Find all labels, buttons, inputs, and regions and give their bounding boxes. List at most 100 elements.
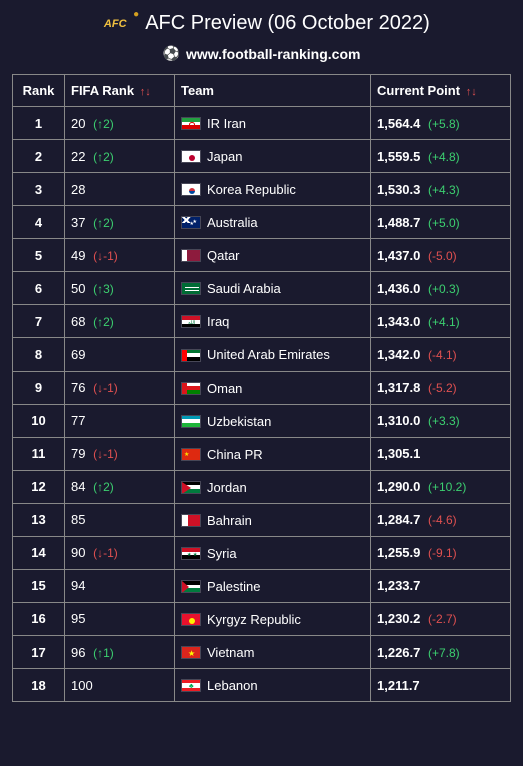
point-cell: 1,290.0 (+10.2) (371, 470, 511, 503)
team-name: Jordan (207, 480, 247, 495)
table-row[interactable]: 976 (↓-1)Oman1,317.8 (-5.2) (13, 371, 511, 404)
rank-cell: 2 (13, 140, 65, 173)
table-row[interactable]: 437 (↑2)★★Australia1,488.7 (+5.0) (13, 206, 511, 239)
table-row[interactable]: 1490 (↓-1)★ ★Syria1,255.9 (-9.1) (13, 536, 511, 569)
fifa-rank-cell: 85 (65, 503, 175, 536)
table-row[interactable]: 1077Uzbekistan1,310.0 (+3.3) (13, 404, 511, 437)
team-name: Qatar (207, 248, 240, 263)
team-cell: ★Vietnam (175, 636, 371, 669)
team-cell: Qatar (175, 239, 371, 272)
col-rank[interactable]: Rank (13, 75, 65, 107)
team-cell: Kyrgyz Republic (175, 602, 371, 635)
point-cell: 1,255.9 (-9.1) (371, 536, 511, 569)
team-name: Lebanon (207, 678, 258, 693)
point-cell: 1,230.2 (-2.7) (371, 602, 511, 635)
point-delta: (+5.8) (428, 117, 460, 131)
fifa-rank-cell: 94 (65, 569, 175, 602)
sort-icon[interactable]: ↑↓ (466, 86, 477, 98)
flag-icon: ★ (181, 646, 201, 659)
rank-cell: 15 (13, 569, 65, 602)
team-name: Oman (207, 381, 242, 396)
point-delta: (-5.2) (428, 381, 457, 395)
fifa-rank-cell: 37 (↑2) (65, 206, 175, 239)
team-cell: Korea Republic (175, 173, 371, 206)
team-cell: الله Iraq (175, 305, 371, 338)
rank-cell: 4 (13, 206, 65, 239)
point-cell: 1,317.8 (-5.2) (371, 371, 511, 404)
title-row: AFC AFC Preview (06 October 2022) (12, 12, 511, 35)
flag-icon (181, 150, 201, 163)
fifa-rank-cell: 76 (↓-1) (65, 371, 175, 404)
flag-icon (181, 282, 201, 295)
fifa-rank-cell: 49 (↓-1) (65, 239, 175, 272)
site-url[interactable]: www.football-ranking.com (186, 46, 361, 62)
point-cell: 1,310.0 (+3.3) (371, 404, 511, 437)
rank-delta: (↑2) (93, 480, 114, 494)
table-row[interactable]: 768 (↑2)اللهIraq1,343.0 (+4.1) (13, 305, 511, 338)
table-row[interactable]: 222 (↑2)Japan1,559.5 (+4.8) (13, 140, 511, 173)
rank-cell: 1 (13, 107, 65, 140)
table-row[interactable]: 1695Kyrgyz Republic1,230.2 (-2.7) (13, 602, 511, 635)
point-delta: (+10.2) (428, 480, 466, 494)
flag-icon: ♣ (181, 679, 201, 692)
flag-icon (181, 183, 201, 196)
team-name: Iraq (207, 314, 229, 329)
fifa-rank-cell: 22 (↑2) (65, 140, 175, 173)
col-team[interactable]: Team (175, 75, 371, 107)
table-row[interactable]: 650 (↑3)Saudi Arabia1,436.0 (+0.3) (13, 272, 511, 305)
point-delta: (-9.1) (428, 546, 457, 560)
rank-delta: (↓-1) (93, 381, 118, 395)
point-delta: (+7.8) (428, 646, 460, 660)
table-row[interactable]: 1284 (↑2)Jordan1,290.0 (+10.2) (13, 470, 511, 503)
point-cell: 1,305.1 (371, 437, 511, 470)
point-delta: (-4.6) (428, 513, 457, 527)
team-name: Syria (207, 546, 237, 561)
flag-icon: ★★ (181, 216, 201, 229)
table-row[interactable]: 328Korea Republic1,530.3 (+4.3) (13, 173, 511, 206)
point-delta: (+4.3) (428, 183, 460, 197)
point-cell: 1,342.0 (-4.1) (371, 338, 511, 371)
point-cell: 1,343.0 (+4.1) (371, 305, 511, 338)
soccer-ball-icon: ⚽ (163, 45, 180, 62)
fifa-rank-cell: 50 (↑3) (65, 272, 175, 305)
table-row[interactable]: 1796 (↑1)★Vietnam1,226.7 (+7.8) (13, 636, 511, 669)
flag-icon (181, 415, 201, 428)
table-row[interactable]: 120 (↑2)IR Iran1,564.4 (+5.8) (13, 107, 511, 140)
point-cell: 1,211.7 (371, 669, 511, 702)
flag-icon (181, 117, 201, 130)
fifa-rank-cell: 28 (65, 173, 175, 206)
col-fifa-rank[interactable]: FIFA Rank ↑↓ (65, 75, 175, 107)
rank-delta: (↑2) (93, 216, 114, 230)
table-row[interactable]: 1594Palestine1,233.7 (13, 569, 511, 602)
flag-icon (181, 481, 201, 494)
header: AFC AFC Preview (06 October 2022) ⚽ www.… (12, 12, 511, 62)
rank-cell: 8 (13, 338, 65, 371)
rank-cell: 18 (13, 669, 65, 702)
fifa-rank-cell: 20 (↑2) (65, 107, 175, 140)
fifa-rank-cell: 69 (65, 338, 175, 371)
table-row[interactable]: 1385Bahrain1,284.7 (-4.6) (13, 503, 511, 536)
table-row[interactable]: 1179 (↓-1)★China PR1,305.1 (13, 437, 511, 470)
point-cell: 1,284.7 (-4.6) (371, 503, 511, 536)
table-row[interactable]: 18100♣Lebanon1,211.7 (13, 669, 511, 702)
table-row[interactable]: 869United Arab Emirates1,342.0 (-4.1) (13, 338, 511, 371)
point-delta: (-4.1) (428, 348, 457, 362)
point-cell: 1,437.0 (-5.0) (371, 239, 511, 272)
fifa-rank-cell: 68 (↑2) (65, 305, 175, 338)
flag-icon (181, 349, 201, 362)
rank-delta: (↓-1) (93, 546, 118, 560)
team-cell: Uzbekistan (175, 404, 371, 437)
col-point-label: Current Point (377, 83, 460, 98)
team-name: Uzbekistan (207, 414, 271, 429)
point-delta: (-5.0) (428, 249, 457, 263)
fifa-rank-cell: 79 (↓-1) (65, 437, 175, 470)
fifa-rank-cell: 84 (↑2) (65, 470, 175, 503)
team-cell: ★China PR (175, 437, 371, 470)
rank-delta: (↓-1) (93, 447, 118, 461)
flag-icon: الله (181, 315, 201, 328)
point-cell: 1,436.0 (+0.3) (371, 272, 511, 305)
sort-icon[interactable]: ↑↓ (140, 86, 151, 98)
rank-delta: (↑1) (93, 646, 114, 660)
table-row[interactable]: 549 (↓-1)Qatar1,437.0 (-5.0) (13, 239, 511, 272)
col-current-point[interactable]: Current Point ↑↓ (371, 75, 511, 107)
